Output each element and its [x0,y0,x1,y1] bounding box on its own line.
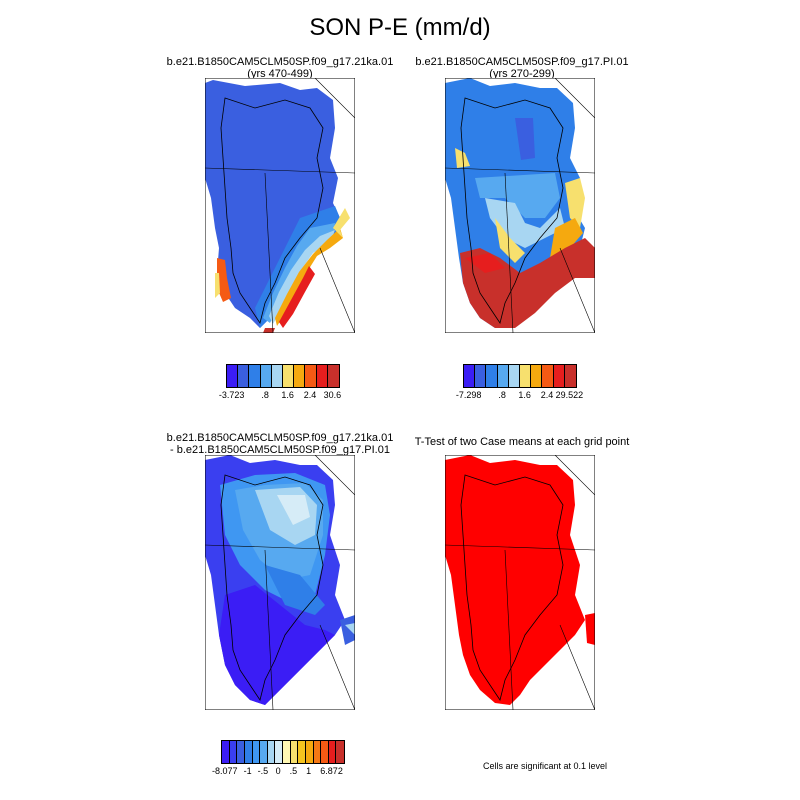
colorbar-swatch [327,365,339,387]
colorbar-tick-label: 30.6 [323,390,342,400]
colorbar-swatch [321,741,329,763]
colorbar-swatch [249,365,261,387]
colorbar-tick-label: .5 [289,766,298,776]
greenland-map-4 [445,455,595,710]
colorbar-tick-label: 6.872 [320,766,343,776]
colorbar-tick-label: 2.4 [303,390,317,400]
panel-title-4-line1: T-Test of two Case means at each grid po… [414,436,630,448]
colorbar-swatch [328,741,337,763]
greenland-map-2 [445,78,595,333]
colorbar-swatch [313,741,322,763]
colorbar-swatch [475,365,487,387]
colorbar-swatch [267,741,276,763]
colorbar-swatch [464,365,476,387]
colorbar-swatch [238,365,250,387]
colorbar-swatch [553,365,565,387]
colorbar-swatches [221,740,345,764]
map-panel-1 [205,78,355,333]
map-panel-2 [445,78,595,333]
panel-title-1-line1: b.e21.B1850CAM5CLM50SP.f09_g17.21ka.01 [166,56,394,68]
colorbar-swatch [290,741,299,763]
panel-title-3: b.e21.B1850CAM5CLM50SP.f09_g17.21ka.01 -… [160,432,400,456]
colorbar-tick-label: .8 [261,390,269,400]
colorbar-tick-label: 1 [306,766,312,776]
colorbar-tick-label: .8 [498,390,506,400]
colorbar-swatch [275,741,283,763]
colorbar-swatch [283,741,291,763]
colorbar-swatch [531,365,543,387]
colorbar-tick-label: 1.6 [518,390,531,400]
colorbar-swatch [564,365,576,387]
colorbar-swatch [305,741,314,763]
map-panel-3 [205,455,355,710]
colorbar-tick-label: 29.522 [555,390,584,400]
colorbar-1: -3.723 .8 1.6 2.4 30.6 [219,364,341,404]
colorbar-tick-label: 2.4 [540,390,554,400]
colorbar-tick-label: -1 [243,766,252,776]
colorbar-tick-label: 0 [275,766,281,776]
figure-title: SON P-E (mm/d) [309,14,491,41]
colorbar-swatch [336,741,344,763]
panel-title-2: b.e21.B1850CAM5CLM50SP.f09_g17.PI.01 (yr… [402,56,642,80]
panel-title-2-line1: b.e21.B1850CAM5CLM50SP.f09_g17.PI.01 [415,56,629,68]
colorbar-swatch [508,365,520,387]
colorbar-swatches [226,364,340,388]
colorbar-swatch [244,741,253,763]
colorbar-swatch [222,741,230,763]
colorbar-2: -7.298 .8 1.6 2.4 29.522 [456,364,583,404]
colorbar-swatch [229,741,238,763]
colorbar-tick-label: 1.6 [281,390,294,400]
significance-note: Cells are significant at 0.1 level [482,761,608,771]
colorbar-swatch [294,365,306,387]
colorbar-tick-label: -3.723 [218,390,245,400]
panel-title-4: T-Test of two Case means at each grid po… [402,436,642,448]
panel-title-1-line2: (yrs 470-499) [247,68,313,80]
colorbar-swatch [227,365,239,387]
panel-title-3-line1: b.e21.B1850CAM5CLM50SP.f09_g17.21ka.01 [166,432,394,444]
map-panel-4 [445,455,595,710]
greenland-map-1 [205,78,355,333]
colorbar-swatch [542,365,554,387]
colorbar-swatch [260,365,272,387]
colorbar-swatch [486,365,498,387]
colorbar-3: -8.077 -1 -.5 0 .5 1 6.872 [212,740,345,780]
colorbar-swatch [237,741,245,763]
colorbar-swatch [298,741,306,763]
colorbar-swatch [497,365,509,387]
panel-title-3-line2: - b.e21.B1850CAM5CLM50SP.f09_g17.PI.01 [170,444,390,456]
panel-title-2-line2: (yrs 270-299) [489,68,555,80]
colorbar-tick-label: -8.077 [212,766,238,776]
panel-title-1: b.e21.B1850CAM5CLM50SP.f09_g17.21ka.01 (… [160,56,400,80]
colorbar-swatch [271,365,283,387]
colorbar-swatch [305,365,317,387]
colorbar-tick-label: -.5 [257,766,269,776]
colorbar-swatches [463,364,577,388]
greenland-map-3 [205,455,355,710]
colorbar-swatch [316,365,328,387]
colorbar-swatch [260,741,268,763]
colorbar-swatch [519,365,532,387]
colorbar-tick-label: -7.298 [455,390,482,400]
colorbar-swatch [252,741,261,763]
colorbar-swatch [282,365,295,387]
